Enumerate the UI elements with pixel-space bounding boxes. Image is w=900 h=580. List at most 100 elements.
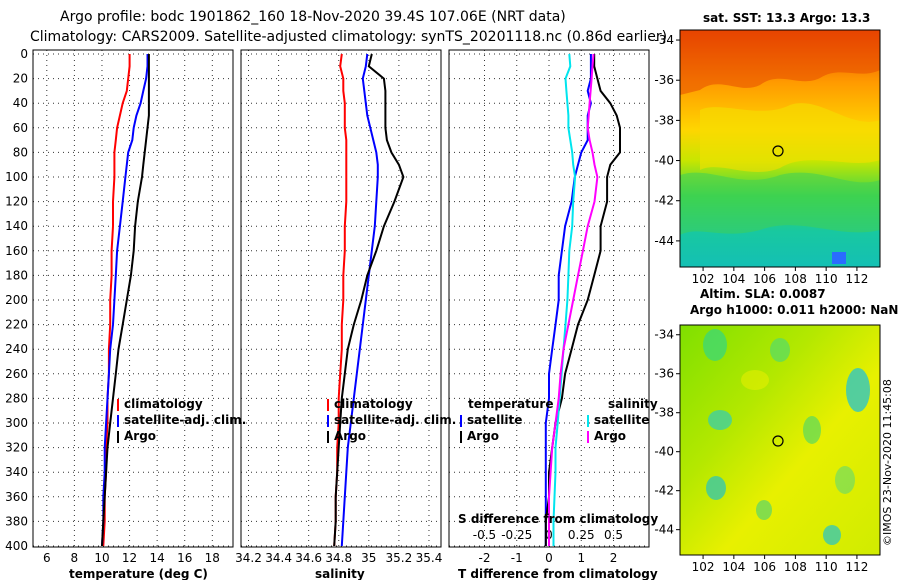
map-y-tick-label: -38 — [654, 406, 674, 420]
sst-map-title: sat. SST: 13.3 Argo: 13.3 — [703, 11, 870, 25]
map-y-tick-label: -40 — [654, 445, 674, 459]
map-y-tick-label: -36 — [654, 367, 674, 381]
sla-blob — [756, 500, 772, 520]
title-line-1: Argo profile: bodc 1901862_160 18-Nov-20… — [60, 9, 566, 25]
map-x-tick-label: 110 — [815, 272, 838, 286]
depth-tick-label: 320 — [5, 441, 28, 455]
sst-cool-band — [680, 172, 880, 235]
x-tick-label: 6 — [43, 551, 51, 565]
sst-map — [679, 29, 881, 268]
credit-text: ©IMOS 23-Nov-2020 11:45:08 — [881, 379, 894, 546]
depth-tick-label: 120 — [5, 195, 28, 209]
depth-tick-label: 380 — [5, 514, 28, 528]
sla-map — [679, 324, 881, 556]
map-x-tick-label: 112 — [845, 560, 868, 574]
sla-blob — [741, 370, 769, 390]
depth-tick-label: 300 — [5, 416, 28, 430]
legend-label-t-argo: Argo — [467, 429, 499, 443]
legend-label-climatology: climatology — [124, 397, 203, 411]
depth-tick-label: 0 — [20, 47, 28, 61]
depth-tick-label: 100 — [5, 170, 28, 184]
sla-map-title-2: Argo h1000: 0.011 h2000: NaN — [690, 303, 898, 317]
map-y-tick-label: -40 — [654, 154, 674, 168]
depth-tick-label: 280 — [5, 391, 28, 405]
map-x-tick-label: 106 — [753, 560, 776, 574]
depth-tick-label: 360 — [5, 490, 28, 504]
series-line-argo — [101, 54, 150, 547]
map-x-tick-label: 104 — [722, 560, 745, 574]
depth-tick-label: 200 — [5, 293, 28, 307]
x-tick-label-s: -0.25 — [501, 528, 532, 542]
sst-argo-marker — [772, 145, 784, 157]
sla-blob — [835, 466, 855, 494]
x-tick-label: 34.4 — [265, 551, 292, 565]
x-tick-label-s: 0.25 — [568, 528, 595, 542]
legend-label-satellite: satellite-adj. clim. — [124, 413, 246, 427]
depth-tick-label: 20 — [13, 72, 28, 86]
temperature-legend: climatology satellite-adj. clim. Argo — [117, 397, 246, 443]
sst-mid-band — [700, 103, 880, 172]
sla-blob — [708, 410, 732, 430]
x-tick-label: 16 — [177, 551, 192, 565]
map-x-tick-label: 112 — [845, 272, 868, 286]
map-x-tick-label: 106 — [753, 272, 776, 286]
x-tick-label: 35.4 — [416, 551, 443, 565]
depth-tick-label: 220 — [5, 318, 28, 332]
sst-map-frame — [679, 29, 881, 268]
sla-map-title-1: Altim. SLA: 0.0087 — [700, 287, 826, 301]
map-y-tick-label: -34 — [654, 33, 674, 47]
temperature-xlabel: temperature (deg C) — [69, 567, 208, 580]
temperature-panel — [32, 49, 234, 548]
x-tick-label: 10 — [94, 551, 109, 565]
x-tick-label: 14 — [149, 551, 164, 565]
depth-tick-label: 60 — [13, 121, 28, 135]
sla-argo-marker — [772, 435, 784, 447]
series-line-s-satellite — [552, 53, 577, 546]
sla-field — [680, 325, 880, 555]
depth-tick-label: 180 — [5, 268, 28, 282]
x-tick-label: 34.6 — [295, 551, 322, 565]
sst-texture — [680, 30, 880, 264]
map-y-tick-label: -38 — [654, 113, 674, 127]
series-line-climatology — [333, 53, 348, 547]
x-tick-label-s: -0.5 — [473, 528, 496, 542]
series-line-argo — [333, 53, 405, 547]
sla-blob — [803, 416, 821, 444]
depth-tick-label: 160 — [5, 244, 28, 258]
depth-tick-label: 240 — [5, 342, 28, 356]
map-y-tick-label: -42 — [654, 484, 674, 498]
map-y-tick-label: -34 — [654, 328, 674, 342]
series — [101, 53, 621, 547]
map-x-tick-label: 108 — [784, 560, 807, 574]
salinity-panel — [240, 49, 442, 548]
salinity-xlabel: salinity — [315, 567, 365, 580]
depth-tick-label: 80 — [13, 145, 28, 159]
depth-tick-label: 400 — [5, 539, 28, 553]
salinity-legend: climatology satellite-adj. clim. Argo — [327, 397, 456, 443]
map-y-tick-label: -44 — [654, 234, 674, 248]
x-tick-label-t: 2 — [610, 551, 618, 565]
sla-blob — [703, 329, 727, 361]
depth-tick-label: 40 — [13, 96, 28, 110]
legend-label-argo: Argo — [124, 429, 156, 443]
depth-tick-label: 260 — [5, 367, 28, 381]
x-tick-label-t: 0 — [545, 551, 553, 565]
map-x-tick-label: 102 — [692, 272, 715, 286]
legend-label-satellite: satellite-adj. clim. — [334, 413, 456, 427]
depth-tick-label: 140 — [5, 219, 28, 233]
sst-warm-band — [680, 30, 880, 95]
series-line-climatology — [102, 54, 131, 547]
x-tick-label: 8 — [71, 551, 79, 565]
map-x-tick-label: 108 — [784, 272, 807, 286]
depth-tick-label: 340 — [5, 465, 28, 479]
sla-blob — [823, 525, 841, 545]
x-tick-label-t: 1 — [577, 551, 585, 565]
legend-label-t-satellite: satellite — [467, 413, 522, 427]
sst-cold-patch — [832, 252, 846, 264]
legend-label-climatology: climatology — [334, 397, 413, 411]
x-tick-label-t: -2 — [478, 551, 490, 565]
x-tick-label: 12 — [122, 551, 137, 565]
series-line-satellite-adj-clim- — [340, 53, 379, 547]
grid — [33, 50, 649, 547]
